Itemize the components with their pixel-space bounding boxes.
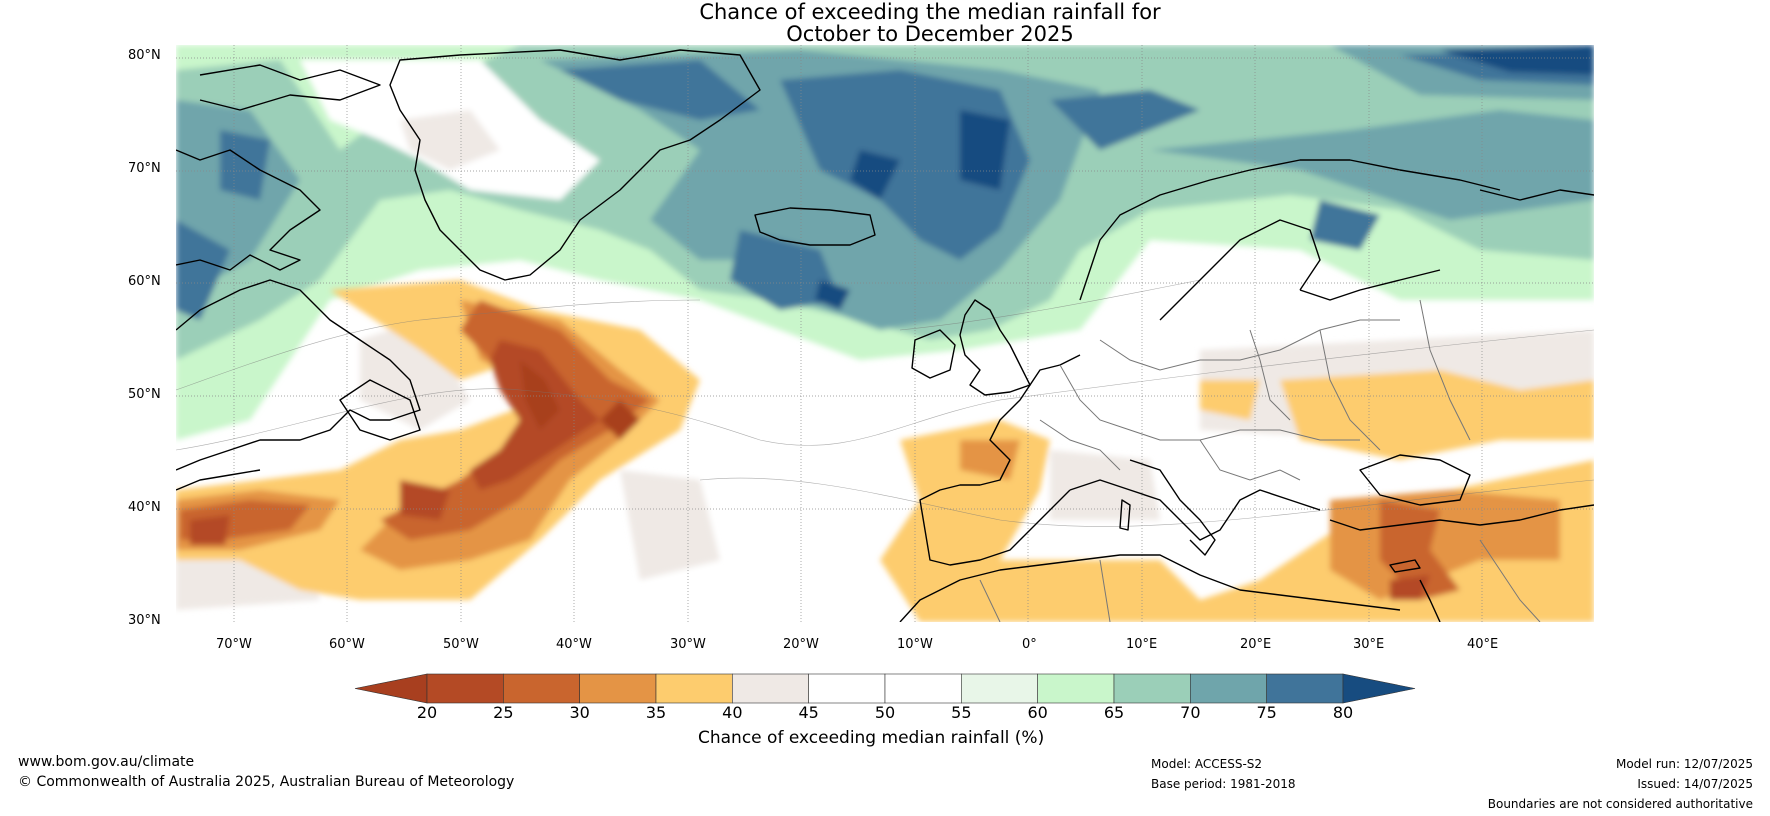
coast-iceland: [754, 207, 876, 246]
colorbar-segment: [808, 673, 886, 704]
coast-italy: [1129, 459, 1216, 556]
coast-us-east: [176, 469, 261, 491]
disclaimer-text: Boundaries are not considered authoritat…: [1487, 797, 1753, 811]
colorbar-tick-label: 80: [1332, 703, 1354, 722]
coast-cyprus: [1389, 559, 1421, 573]
model-run-text: Model run: 12/07/2025: [1615, 757, 1753, 771]
wet-band-extreme: [815, 45, 1594, 310]
coast-north-africa: [899, 554, 1401, 622]
coast-newfoundland: [339, 379, 421, 441]
coast-levant: [1419, 579, 1441, 622]
lat-label: 80°N: [128, 48, 161, 63]
colorbar-tick-label: 20: [416, 703, 438, 722]
colorbar-segment: [1113, 673, 1191, 704]
coast-norway: [1079, 159, 1501, 301]
model-text: Model: ACCESS-S2: [1151, 757, 1263, 771]
copyright-text: © Commonwealth of Australia 2025, Austra…: [18, 774, 515, 790]
website-text: www.bom.gov.au/climate: [18, 754, 195, 770]
coast-arctic-islands: [199, 64, 381, 111]
country-boundaries: [979, 299, 1541, 622]
colorbar-tick-label: 45: [798, 703, 819, 722]
colorbar-extend-high: [1342, 673, 1416, 704]
coast-black-sea: [1359, 454, 1471, 506]
lat-label: 70°N: [128, 161, 161, 176]
dry-band-extreme: [520, 360, 640, 440]
map-title-line2: October to December 2025: [786, 22, 1074, 46]
lon-label: 50°W: [443, 637, 479, 652]
colorbar-segment: [732, 673, 809, 704]
colorbar-segment: [1190, 673, 1267, 704]
lon-label: 60°W: [329, 637, 365, 652]
colorbar-segment: [426, 673, 504, 704]
coast-great-britain: [959, 299, 1031, 396]
coast-labrador: [176, 279, 421, 471]
coast-baffin: [176, 149, 321, 271]
coast-greenland: [389, 49, 761, 281]
lat-label: 30°N: [128, 613, 161, 628]
lon-label: 10°E: [1126, 637, 1158, 652]
colorbar-segment: [579, 673, 657, 704]
coast-mediterranean-north: [1069, 479, 1321, 541]
colorbar-tick-label: 75: [1256, 703, 1277, 722]
lat-label: 60°N: [128, 274, 161, 289]
coast-europe-west: [919, 354, 1081, 566]
lat-label: 50°N: [128, 387, 161, 402]
coast-sardinia: [1119, 499, 1131, 531]
lon-label: 20°W: [783, 637, 819, 652]
colorbar-segment: [655, 673, 733, 704]
coast-ireland: [911, 329, 956, 379]
coast-finland-baltic: [1299, 269, 1441, 301]
lon-label: 70°W: [216, 637, 252, 652]
colorbar-segment: [1037, 673, 1115, 704]
colorbar-tick-label: 40: [722, 703, 743, 722]
colorbar-segment: [961, 673, 1038, 704]
map-panel: [176, 45, 1594, 622]
coast-turkey: [1329, 504, 1594, 531]
dry-anomaly-layer: [176, 280, 1594, 622]
colorbar-segment: [1266, 673, 1344, 704]
base-period-text: Base period: 1981-2018: [1151, 777, 1296, 791]
colorbar-tick-label: 55: [951, 703, 972, 722]
colorbar-tick-label: 60: [1027, 703, 1048, 722]
issued-text: Issued: 14/07/2025: [1637, 777, 1753, 791]
colorbar-tick-label: 65: [1103, 703, 1125, 722]
graticule: [176, 45, 1594, 622]
colorbar-tick-label: 35: [645, 703, 667, 722]
colorbar-segment: [503, 673, 580, 704]
lon-label: 30°W: [670, 637, 706, 652]
colorbar-extend-low: [354, 673, 428, 704]
lon-label: 40°W: [556, 637, 592, 652]
near-normal-greenland: [400, 110, 500, 170]
lon-label: 40°E: [1467, 637, 1499, 652]
coastlines: [176, 49, 1594, 622]
contour-lines: [176, 279, 1594, 527]
lon-label: 20°E: [1240, 637, 1272, 652]
colorbar-tick-label: 50: [874, 703, 896, 722]
colorbar-label: Chance of exceeding median rainfall (%): [698, 728, 1045, 748]
lon-label: 0°: [1022, 637, 1037, 652]
lon-label: 30°E: [1353, 637, 1385, 652]
lon-label: 10°W: [897, 637, 933, 652]
colorbar-segment: [884, 673, 962, 704]
wet-anomaly-layer: [176, 45, 1594, 440]
lat-label: 40°N: [128, 500, 161, 515]
coast-arctic-russia: [1479, 189, 1594, 201]
colorbar-tick-label: 25: [493, 703, 514, 722]
colorbar-tick-label: 70: [1180, 703, 1201, 722]
colorbar: [354, 673, 1416, 704]
coast-sweden: [1159, 219, 1321, 321]
colorbar-tick-label: 30: [569, 703, 590, 722]
map-title-line1: Chance of exceeding the median rainfall …: [699, 0, 1161, 24]
